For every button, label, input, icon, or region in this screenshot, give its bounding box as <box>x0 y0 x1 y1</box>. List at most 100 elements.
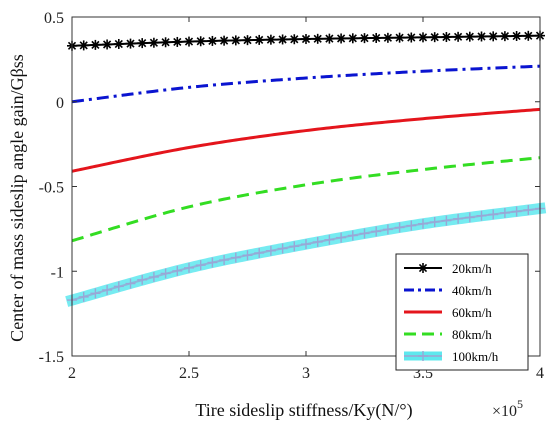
series-marker <box>359 228 370 239</box>
series-marker-stroke <box>325 34 334 43</box>
legend-marker <box>418 263 428 273</box>
series-marker <box>312 33 323 44</box>
series-marker <box>511 30 522 41</box>
series-marker-stroke <box>372 33 381 43</box>
series-marker <box>289 34 300 45</box>
series-marker <box>476 210 487 221</box>
series-marker <box>523 204 534 215</box>
series-marker-stroke <box>114 39 123 49</box>
series-marker-stroke <box>524 31 533 40</box>
series-marker-stroke <box>407 33 416 42</box>
series-marker <box>113 281 124 292</box>
series-marker <box>102 284 113 295</box>
legend: 20km/h 40km/h 60km/h 80km/h 100km/h <box>395 253 529 371</box>
series-marker-stroke <box>336 34 346 43</box>
series-marker <box>277 243 288 254</box>
series-marker-stroke <box>138 39 147 48</box>
series-marker-stroke <box>255 35 264 45</box>
series-marker <box>242 35 253 46</box>
series-marker <box>207 257 218 268</box>
series-marker <box>464 212 475 223</box>
y-tick-label: -0.5 <box>39 180 64 197</box>
series-marker-stroke <box>102 40 112 49</box>
series-60km/h <box>71 107 541 173</box>
series-marker-stroke <box>161 38 170 47</box>
series-marker-stroke <box>360 34 369 43</box>
series-marker-stroke <box>208 36 217 46</box>
x-tick-label: 3 <box>302 365 310 382</box>
series-marker <box>359 33 370 44</box>
series-marker-stroke <box>313 34 322 43</box>
x-tick-label: 2 <box>68 365 76 382</box>
series-marker-stroke <box>219 36 229 45</box>
series-marker <box>324 33 335 44</box>
series-line <box>71 156 541 243</box>
series-20km/h <box>67 30 545 51</box>
plot-area <box>65 30 547 307</box>
x-axis-exponent: ×105 <box>492 397 523 420</box>
series-marker <box>137 274 148 285</box>
series-marker-stroke <box>196 37 205 46</box>
series-marker <box>324 234 335 245</box>
legend-label: 80km/h <box>452 327 492 342</box>
series-marker-stroke <box>290 35 299 44</box>
legend-label: 100km/h <box>452 349 499 364</box>
series-marker-stroke <box>512 31 521 41</box>
series-marker <box>371 32 382 43</box>
series-marker <box>254 247 265 258</box>
x-axis-label: Tire sideslip stiffness/Ky(N/°) <box>195 400 412 421</box>
series-marker-stroke <box>430 33 439 42</box>
series-marker <box>336 232 347 243</box>
series-marker <box>429 216 440 227</box>
legend-item: 100km/h <box>404 349 499 364</box>
series-marker <box>265 245 276 256</box>
series-marker <box>219 35 230 46</box>
x-axis-exponent-power: 5 <box>517 397 523 411</box>
series-marker-stroke <box>489 32 498 41</box>
series-marker-stroke <box>500 32 510 41</box>
series-marker-stroke <box>184 37 194 46</box>
series-marker <box>488 31 499 42</box>
series-marker <box>160 268 171 279</box>
series-marker <box>382 32 393 43</box>
x-tick-label: 4 <box>536 365 544 382</box>
series-marker <box>254 34 265 45</box>
series-marker-stroke <box>231 36 240 45</box>
series-marker <box>277 34 288 45</box>
y-tick-label: -1 <box>51 264 64 281</box>
series-marker <box>406 220 417 231</box>
series-marker <box>137 38 148 49</box>
series-marker <box>90 39 101 50</box>
series-marker <box>125 278 136 289</box>
series-marker <box>523 30 534 41</box>
series-marker <box>265 34 276 45</box>
series-marker <box>125 38 136 49</box>
legend-marker-stroke <box>418 263 428 273</box>
legend-item: 20km/h <box>404 261 492 276</box>
series-marker <box>499 207 510 218</box>
series-marker <box>441 32 452 43</box>
series-marker <box>347 230 358 241</box>
series-marker-stroke <box>301 34 311 44</box>
series-marker <box>488 209 499 220</box>
series-marker <box>230 252 241 263</box>
series-marker-stroke <box>418 33 428 42</box>
series-marker <box>453 31 464 42</box>
series-marker <box>184 36 194 47</box>
series-marker-stroke <box>266 35 276 44</box>
series-marker <box>312 236 323 247</box>
series-marker <box>160 37 171 48</box>
series-marker <box>336 33 347 44</box>
series-marker <box>148 271 159 282</box>
series-marker <box>195 36 206 47</box>
series-marker-stroke <box>278 35 287 44</box>
series-marker <box>464 31 475 42</box>
series-marker <box>195 260 206 271</box>
series-80km/h <box>71 156 541 243</box>
legend-label: 20km/h <box>452 261 492 276</box>
series-marker <box>499 31 510 42</box>
series-marker <box>207 35 218 46</box>
series-marker-stroke <box>477 32 486 41</box>
axes: 2 2.5 3 3.5 40.50-0.5-1-1.5 <box>39 10 544 382</box>
